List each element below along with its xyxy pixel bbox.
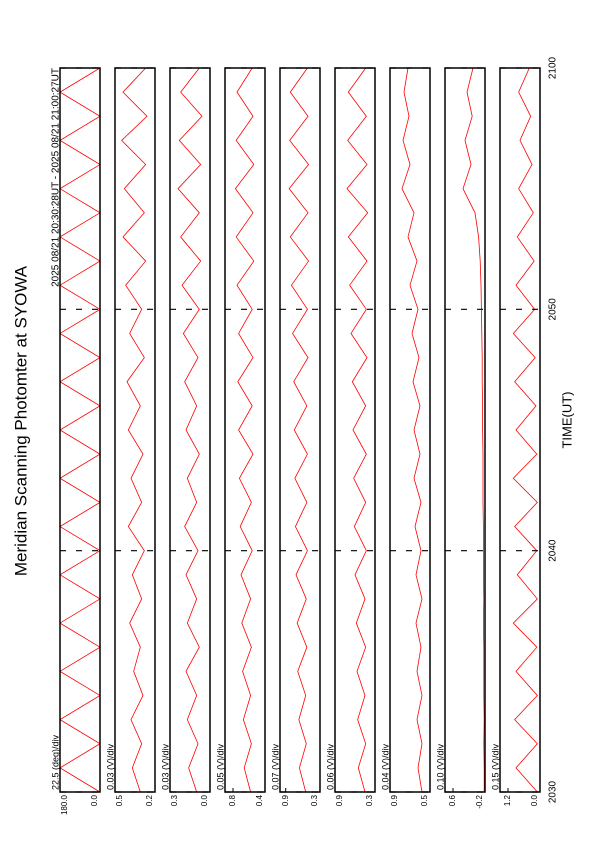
y-tick-label: 180.0: [60, 794, 69, 815]
data-line: [346, 67, 369, 793]
data-line: [121, 67, 148, 793]
y-tick-label: 0.0: [530, 794, 539, 806]
scale-label: 0.03 (V)/div: [160, 743, 170, 790]
data-line: [401, 67, 423, 793]
y-tick-label: 0.9: [390, 794, 399, 806]
y-tick-label: 1.2: [503, 794, 512, 806]
y-tick-label: 0.4: [255, 794, 264, 806]
panel-frame: [224, 67, 266, 793]
data-line: [462, 67, 485, 792]
y-tick-label: 0.5: [420, 794, 429, 806]
chart-subtitle: 2025 08/21 20:30:28UT - 2025 08/21 21:00…: [51, 68, 62, 287]
data-line: [288, 67, 310, 793]
panel-frame: [499, 67, 541, 793]
scale-label: 0.15 (V)/div: [490, 743, 500, 790]
y-tick-label: 0.6: [448, 794, 457, 806]
chart-title: Meridian Scanning Photomter at SYOWA: [11, 265, 30, 576]
scale-label: 0.10 (V)/div: [435, 743, 445, 790]
x-tick-label: 2030: [548, 780, 559, 803]
y-tick-label: 0.9: [281, 794, 290, 806]
y-tick-label: 0.8: [228, 794, 237, 806]
data-line: [234, 67, 255, 793]
y-tick-label: 0.0: [90, 794, 99, 806]
panel-frame: [59, 67, 101, 793]
panel-frame: [169, 67, 211, 793]
data-line: [59, 67, 101, 793]
data-line: [177, 67, 203, 793]
x-axis-label: TIME(UT): [559, 391, 574, 448]
y-tick-label: -0.2: [475, 794, 484, 808]
rotated-chart: Meridian Scanning Photomter at SYOWA 202…: [11, 56, 574, 815]
y-tick-label: 0.3: [365, 794, 374, 806]
scale-label: 0.04 (V)/div: [380, 743, 390, 790]
data-line: [512, 67, 538, 793]
scale-label: 0.03 (V)/div: [105, 743, 115, 790]
y-tick-label: 0.9: [335, 794, 344, 806]
y-tick-label: 0.0: [200, 794, 209, 806]
y-tick-label: 0.3: [170, 794, 179, 806]
panel-frame: [444, 67, 486, 793]
scale-label: 0.06 (V)/div: [325, 743, 335, 790]
panel-frame: [279, 67, 321, 793]
y-tick-label: 0.3: [310, 794, 319, 806]
y-tick-label: 0.5: [115, 794, 124, 806]
x-tick-label: 2040: [548, 539, 559, 562]
scale-label: 0.05 (V)/div: [215, 743, 225, 790]
panel-frame: [114, 67, 156, 793]
x-tick-label: 2050: [548, 298, 559, 321]
scale-label: 22.5 (deg)/div: [50, 734, 60, 790]
panel-frame: [389, 67, 431, 793]
scale-label: 0.07 (V)/div: [270, 743, 280, 790]
x-tick-label: 2100: [548, 56, 559, 79]
panel-frame: [334, 67, 376, 793]
y-tick-label: 0.2: [145, 794, 154, 806]
